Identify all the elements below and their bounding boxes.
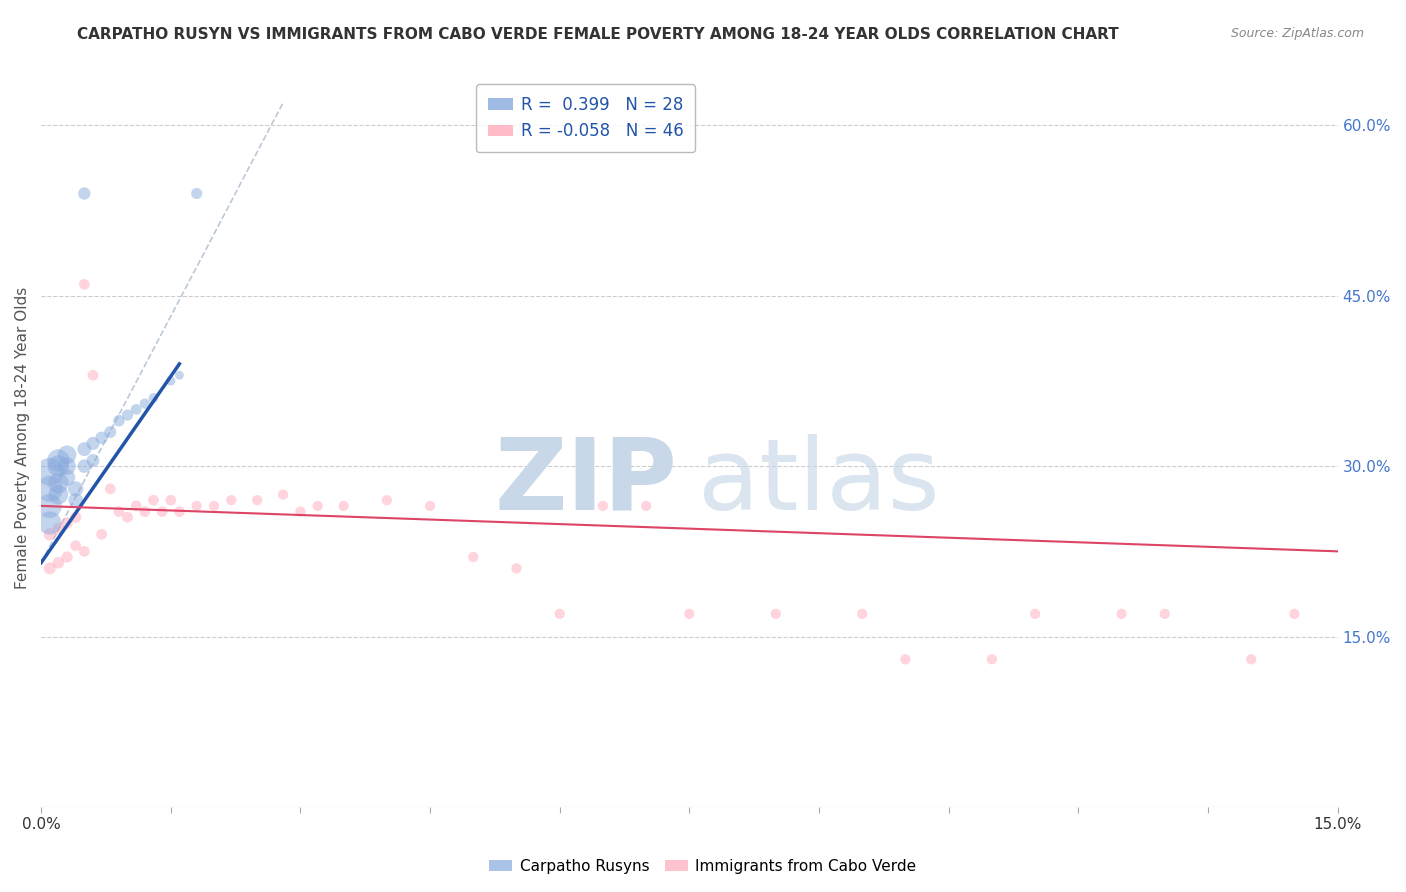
Point — [65, 539, 87, 553]
Point — [48, 522, 70, 536]
Point — [108, 505, 131, 519]
Point — [202, 499, 225, 513]
Point — [419, 499, 441, 513]
Point — [73, 442, 96, 456]
Point — [117, 408, 139, 422]
Point — [142, 391, 165, 405]
Point — [307, 499, 329, 513]
Point — [82, 436, 104, 450]
Point — [150, 505, 173, 519]
Point — [82, 368, 104, 383]
Point — [117, 510, 139, 524]
Point — [38, 561, 60, 575]
Point — [56, 459, 79, 474]
Point — [56, 470, 79, 484]
Point — [73, 186, 96, 201]
Point — [38, 527, 60, 541]
Point — [38, 516, 60, 530]
Point — [108, 414, 131, 428]
Point — [38, 482, 60, 496]
Point — [134, 505, 156, 519]
Point — [980, 652, 1002, 666]
Point — [246, 493, 269, 508]
Point — [678, 607, 700, 621]
Point — [375, 493, 398, 508]
Point — [592, 499, 614, 513]
Point — [159, 493, 181, 508]
Text: ZIP: ZIP — [495, 434, 678, 531]
Point — [98, 425, 121, 439]
Text: atlas: atlas — [699, 434, 939, 531]
Point — [125, 499, 148, 513]
Point — [90, 431, 112, 445]
Point — [48, 556, 70, 570]
Point — [38, 465, 60, 479]
Text: CARPATHO RUSYN VS IMMIGRANTS FROM CABO VERDE FEMALE POVERTY AMONG 18-24 YEAR OLD: CARPATHO RUSYN VS IMMIGRANTS FROM CABO V… — [77, 27, 1119, 42]
Point — [548, 607, 571, 621]
Point — [1153, 607, 1175, 621]
Point — [98, 482, 121, 496]
Point — [90, 527, 112, 541]
Point — [636, 499, 658, 513]
Point — [1284, 607, 1306, 621]
Point — [186, 499, 208, 513]
Point — [48, 459, 70, 474]
Point — [1024, 607, 1046, 621]
Point — [56, 448, 79, 462]
Point — [65, 510, 87, 524]
Point — [1111, 607, 1133, 621]
Point — [48, 487, 70, 501]
Point — [82, 453, 104, 467]
Point — [169, 368, 191, 383]
Point — [463, 549, 485, 564]
Point — [765, 607, 787, 621]
Point — [271, 487, 294, 501]
Point — [332, 499, 354, 513]
Point — [851, 607, 873, 621]
Point — [48, 476, 70, 491]
Point — [65, 482, 87, 496]
Point — [142, 493, 165, 508]
Point — [134, 397, 156, 411]
Point — [169, 505, 191, 519]
Point — [290, 505, 312, 519]
Point — [894, 652, 917, 666]
Legend: Carpatho Rusyns, Immigrants from Cabo Verde: Carpatho Rusyns, Immigrants from Cabo Ve… — [484, 853, 922, 880]
Point — [219, 493, 242, 508]
Point — [73, 277, 96, 292]
Point — [48, 453, 70, 467]
Y-axis label: Female Poverty Among 18-24 Year Olds: Female Poverty Among 18-24 Year Olds — [15, 286, 30, 589]
Point — [125, 402, 148, 417]
Point — [38, 499, 60, 513]
Point — [1240, 652, 1263, 666]
Point — [56, 516, 79, 530]
Point — [505, 561, 527, 575]
Point — [186, 186, 208, 201]
Point — [73, 544, 96, 558]
Point — [65, 493, 87, 508]
Point — [73, 459, 96, 474]
Text: Source: ZipAtlas.com: Source: ZipAtlas.com — [1230, 27, 1364, 40]
Point — [159, 374, 181, 388]
Legend: R =  0.399   N = 28, R = -0.058   N = 46: R = 0.399 N = 28, R = -0.058 N = 46 — [477, 84, 696, 152]
Point — [56, 549, 79, 564]
